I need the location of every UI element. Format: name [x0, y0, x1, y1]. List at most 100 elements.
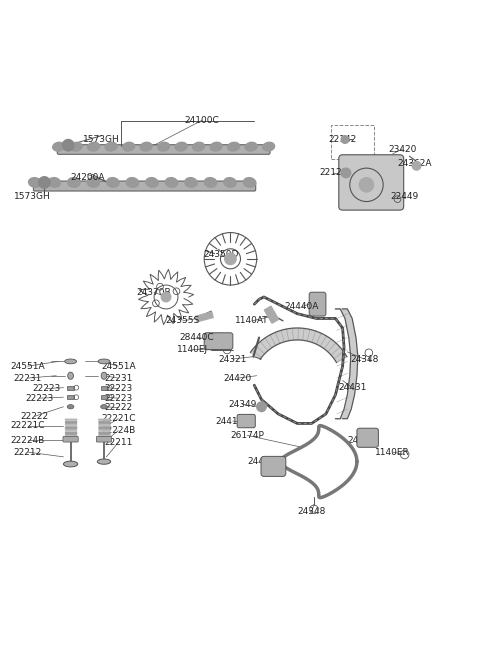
Circle shape	[257, 402, 266, 411]
Ellipse shape	[228, 142, 240, 151]
Text: 23420: 23420	[388, 144, 417, 154]
Text: 22222: 22222	[21, 412, 49, 420]
Ellipse shape	[157, 142, 169, 151]
Text: 22224B: 22224B	[101, 426, 135, 435]
Ellipse shape	[185, 178, 197, 187]
Ellipse shape	[98, 359, 110, 364]
Ellipse shape	[68, 178, 80, 187]
Ellipse shape	[123, 142, 134, 151]
Text: 22223: 22223	[25, 394, 54, 403]
Text: 22221C: 22221C	[101, 414, 135, 423]
Text: 24348: 24348	[350, 354, 378, 363]
Circle shape	[341, 136, 349, 143]
FancyBboxPatch shape	[96, 436, 112, 442]
FancyBboxPatch shape	[261, 457, 286, 476]
Ellipse shape	[88, 142, 100, 151]
Bar	[67, 396, 74, 399]
Ellipse shape	[245, 142, 257, 151]
Text: 24440A: 24440A	[285, 302, 319, 311]
Bar	[264, 306, 278, 323]
Ellipse shape	[105, 142, 117, 151]
FancyBboxPatch shape	[63, 436, 78, 442]
Text: 22223: 22223	[104, 384, 132, 393]
Text: 24362A: 24362A	[397, 159, 432, 168]
Text: 24321: 24321	[219, 354, 247, 363]
Text: 1573GH: 1573GH	[83, 135, 120, 144]
Text: 22222: 22222	[104, 403, 132, 412]
Bar	[67, 386, 74, 390]
Ellipse shape	[101, 372, 107, 379]
FancyBboxPatch shape	[309, 292, 326, 316]
Text: 22231: 22231	[13, 374, 42, 382]
Ellipse shape	[65, 359, 76, 364]
Text: 26174P: 26174P	[230, 431, 264, 440]
Circle shape	[360, 178, 373, 192]
FancyBboxPatch shape	[339, 155, 404, 210]
Circle shape	[412, 161, 421, 170]
Text: 24370B: 24370B	[137, 288, 171, 297]
Text: 24431: 24431	[338, 383, 366, 392]
Text: 1140AT: 1140AT	[235, 316, 269, 325]
Text: 22142: 22142	[328, 135, 357, 144]
Text: 22212: 22212	[13, 447, 42, 457]
Ellipse shape	[175, 142, 187, 151]
Text: 24355S: 24355S	[166, 316, 200, 325]
Ellipse shape	[192, 142, 204, 151]
FancyBboxPatch shape	[57, 145, 270, 154]
Text: 24350D: 24350D	[203, 249, 239, 258]
Text: 22224B: 22224B	[11, 436, 45, 445]
Ellipse shape	[97, 459, 111, 464]
Ellipse shape	[165, 178, 178, 187]
Text: 24348: 24348	[298, 507, 326, 516]
Text: 24100C: 24100C	[184, 116, 219, 125]
Text: 22129: 22129	[319, 169, 347, 177]
Bar	[101, 386, 108, 390]
Circle shape	[341, 168, 351, 178]
Text: 1140EJ: 1140EJ	[177, 345, 208, 354]
FancyBboxPatch shape	[357, 428, 378, 447]
Ellipse shape	[101, 405, 108, 409]
Polygon shape	[251, 328, 347, 363]
Ellipse shape	[146, 178, 158, 187]
Bar	[195, 312, 213, 322]
Text: 24410B: 24410B	[216, 417, 250, 426]
Ellipse shape	[67, 405, 74, 409]
Text: 1573GH: 1573GH	[14, 192, 51, 201]
Ellipse shape	[210, 142, 222, 151]
Text: 22211: 22211	[104, 438, 132, 447]
Text: 24551A: 24551A	[11, 361, 45, 371]
Bar	[101, 396, 108, 399]
Ellipse shape	[87, 178, 99, 187]
Circle shape	[62, 140, 74, 151]
Text: 24349: 24349	[228, 400, 257, 409]
Text: 24471: 24471	[247, 457, 276, 466]
Text: 24560: 24560	[348, 436, 376, 445]
Ellipse shape	[224, 178, 236, 187]
Text: 22223: 22223	[33, 384, 61, 393]
Circle shape	[225, 253, 236, 264]
Text: 24420: 24420	[224, 374, 252, 382]
Ellipse shape	[126, 178, 139, 187]
Text: 24200A: 24200A	[70, 173, 105, 182]
Text: 22221C: 22221C	[11, 421, 45, 430]
Polygon shape	[336, 309, 358, 419]
Text: 22223: 22223	[104, 394, 132, 403]
Ellipse shape	[53, 142, 65, 151]
Text: 22449: 22449	[391, 192, 419, 201]
Ellipse shape	[263, 142, 275, 151]
Text: 1140ER: 1140ER	[375, 447, 410, 457]
Ellipse shape	[29, 178, 41, 187]
Ellipse shape	[107, 178, 119, 187]
Ellipse shape	[140, 142, 152, 151]
Bar	[331, 125, 373, 159]
Ellipse shape	[63, 461, 78, 467]
Circle shape	[161, 292, 171, 302]
Circle shape	[38, 176, 50, 188]
FancyBboxPatch shape	[237, 415, 255, 428]
FancyBboxPatch shape	[204, 333, 233, 350]
Ellipse shape	[70, 142, 82, 151]
FancyBboxPatch shape	[34, 181, 256, 191]
Text: 24551A: 24551A	[101, 361, 136, 371]
Ellipse shape	[243, 178, 256, 187]
Text: 22231: 22231	[104, 374, 132, 382]
